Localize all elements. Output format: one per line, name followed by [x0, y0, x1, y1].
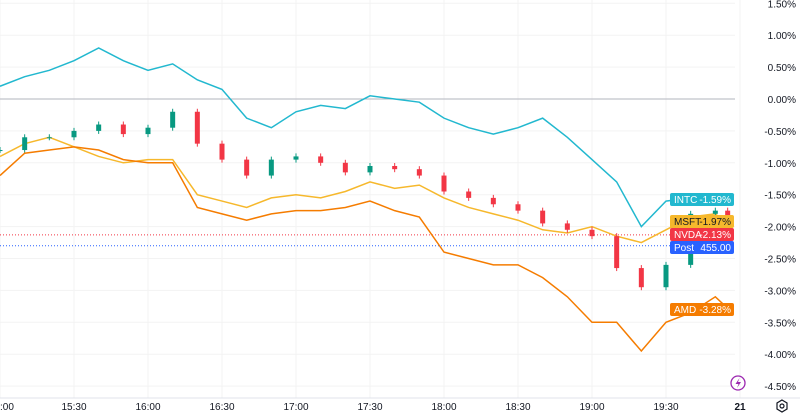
- candle: [367, 165, 373, 173]
- tag-value: 455.00: [700, 243, 731, 254]
- price-tag-intc: INTC -1.59%: [670, 193, 734, 206]
- y-tick-label: -4.50%: [764, 382, 796, 393]
- x-tick-label: 16:30: [209, 402, 234, 413]
- candle: [466, 191, 472, 198]
- tag-value: -3.28%: [699, 305, 731, 316]
- tag-value: -2.13%: [699, 230, 731, 241]
- candle: [293, 156, 299, 160]
- tag-symbol: INTC: [674, 195, 697, 206]
- x-tick-label: 19:30: [653, 402, 678, 413]
- candle: [490, 197, 496, 205]
- lightning-icon[interactable]: [730, 375, 746, 391]
- y-tick-label: -1.50%: [764, 191, 796, 202]
- tag-symbol: MSFT: [674, 217, 701, 228]
- price-tag-post: Post 455.00: [670, 241, 734, 254]
- candle: [120, 124, 126, 135]
- candle: [515, 204, 521, 211]
- candle: [46, 137, 52, 139]
- candle: [614, 236, 620, 269]
- price-tag-amd: AMD -3.28%: [670, 303, 734, 316]
- candle: [589, 229, 595, 237]
- y-tick-label: -1.00%: [764, 159, 796, 170]
- candle: [540, 210, 546, 224]
- candle: [170, 111, 176, 128]
- series-line-intc: [0, 47, 728, 228]
- price-tag-msft: MSFT-1.97%: [670, 215, 734, 228]
- y-tick-label: 0.50%: [768, 63, 796, 74]
- candle: [392, 165, 398, 170]
- series-intc: [0, 47, 728, 228]
- candle: [441, 175, 447, 192]
- x-tick-label: 19:00: [579, 402, 604, 413]
- x-tick-label: :00: [0, 402, 14, 413]
- y-tick-label: -3.50%: [764, 318, 796, 329]
- x-tick-label: 21: [734, 402, 746, 413]
- y-tick-label: 0.00%: [768, 95, 796, 106]
- y-tick-label: -3.00%: [764, 286, 796, 297]
- x-tick-label: 17:30: [357, 402, 382, 413]
- candle: [22, 137, 28, 151]
- settings-icon[interactable]: [776, 399, 788, 413]
- x-tick-label: 17:00: [283, 402, 308, 413]
- series-nvda: [0, 108, 731, 291]
- candle: [194, 111, 200, 144]
- x-tick-label: 18:00: [431, 402, 456, 413]
- candle: [318, 156, 324, 163]
- y-tick-label: 1.50%: [768, 0, 796, 10]
- y-tick-label: -4.00%: [764, 350, 796, 361]
- series-amd: [0, 146, 729, 353]
- price-tag-nvda: NVDA-2.13%: [670, 228, 734, 241]
- candle: [564, 223, 570, 230]
- candle: [71, 130, 77, 138]
- candle: [712, 210, 718, 214]
- candle: [268, 159, 274, 176]
- candle: [0, 150, 3, 152]
- candle: [638, 268, 644, 288]
- candle: [96, 124, 102, 131]
- candle: [416, 169, 422, 176]
- y-tick-label: -2.00%: [764, 223, 796, 234]
- series-line-amd: [0, 146, 729, 353]
- y-tick-label: -0.50%: [764, 127, 796, 138]
- candle: [342, 162, 348, 173]
- x-tick-label: 15:30: [61, 402, 86, 413]
- tag-symbol: AMD: [674, 305, 696, 316]
- tag-value: -1.59%: [699, 195, 731, 206]
- tag-symbol: Post: [674, 243, 694, 254]
- tag-value: -1.97%: [699, 217, 731, 228]
- y-tick-label: 1.00%: [768, 31, 796, 42]
- x-tick-label: 18:30: [505, 402, 530, 413]
- candle: [244, 159, 250, 176]
- candle: [663, 264, 669, 288]
- candle: [219, 143, 225, 160]
- candle: [145, 127, 151, 135]
- tag-symbol: NVDA: [674, 230, 702, 241]
- y-tick-label: -2.50%: [764, 255, 796, 266]
- x-tick-label: 16:00: [135, 402, 160, 413]
